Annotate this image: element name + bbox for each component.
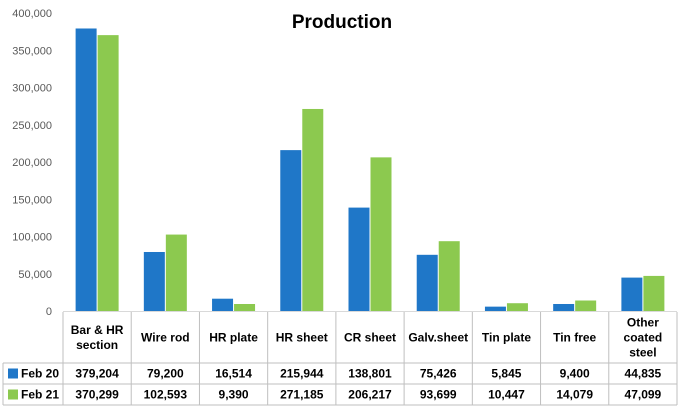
data-label: 14,079 xyxy=(556,388,593,402)
category-label: Tin free xyxy=(553,331,596,345)
bar-feb-21 xyxy=(97,35,119,311)
legend-label: Feb 20 xyxy=(21,367,59,381)
y-tick-label: 0 xyxy=(46,306,52,318)
bar-feb-20 xyxy=(143,251,165,311)
category-label: Wire rod xyxy=(141,331,190,345)
data-label: 16,514 xyxy=(215,367,252,381)
y-tick-label: 100,000 xyxy=(12,232,52,244)
data-label: 47,099 xyxy=(625,388,662,402)
data-label: 379,204 xyxy=(75,367,119,381)
bar-feb-20 xyxy=(212,298,234,311)
legend-swatch xyxy=(8,368,18,379)
data-label: 271,185 xyxy=(280,388,324,402)
data-label: 206,217 xyxy=(348,388,392,402)
bars xyxy=(63,28,677,312)
y-tick-label: 300,000 xyxy=(12,83,52,95)
bar-feb-20 xyxy=(280,150,302,311)
bar-feb-20 xyxy=(348,207,370,311)
bar-feb-21 xyxy=(302,108,324,311)
chart-title: Production xyxy=(292,12,392,33)
bar-feb-20 xyxy=(484,306,506,311)
data-table: Bar & HR section Wire rod HR plate HR sheet C… xyxy=(2,312,678,406)
bar-feb-21 xyxy=(165,234,187,311)
data-label: 138,801 xyxy=(348,367,392,381)
y-tick-label: 150,000 xyxy=(12,194,52,206)
category-label: Tin plate xyxy=(482,331,531,345)
data-label: 10,447 xyxy=(488,388,525,402)
bar-feb-21 xyxy=(506,303,528,311)
category-label: CR sheet xyxy=(344,331,396,345)
y-tick-label: 250,000 xyxy=(12,120,52,132)
y-axis: 0 50,000 100,000 150,000 200,000 250,000 300,0… xyxy=(12,8,52,318)
data-label: 102,593 xyxy=(144,388,188,402)
bar-feb-21 xyxy=(370,157,392,311)
bar-feb-21 xyxy=(438,241,460,311)
data-label: 9,400 xyxy=(560,367,590,381)
y-tick-label: 200,000 xyxy=(12,157,52,169)
data-label: 79,200 xyxy=(147,367,184,381)
category-label: Galv.sheet xyxy=(408,331,468,345)
y-tick-label: 50,000 xyxy=(18,269,52,281)
data-label: 5,845 xyxy=(491,367,521,381)
bar-feb-21 xyxy=(575,300,597,311)
bar-feb-20 xyxy=(621,277,643,311)
bar-feb-21 xyxy=(234,304,256,311)
category-label: HR sheet xyxy=(276,331,328,345)
category-label: HR plate xyxy=(209,331,258,345)
y-tick-label: 400,000 xyxy=(12,8,52,20)
bar-feb-20 xyxy=(553,303,575,311)
category-label: Other coated steel xyxy=(624,316,663,360)
data-label: 370,299 xyxy=(75,388,119,402)
bar-feb-20 xyxy=(416,254,438,311)
legend-label: Feb 21 xyxy=(21,388,59,402)
data-label: 44,835 xyxy=(625,367,662,381)
data-label: 93,699 xyxy=(420,388,457,402)
legend-swatch xyxy=(8,389,18,400)
data-label: 75,426 xyxy=(420,367,457,381)
data-label: 9,390 xyxy=(219,388,249,402)
data-label: 215,944 xyxy=(280,367,324,381)
category-label: Bar & HR section xyxy=(71,323,124,352)
bar-feb-21 xyxy=(643,275,665,311)
bar-feb-20 xyxy=(75,28,97,312)
y-tick-label: 350,000 xyxy=(12,45,52,57)
